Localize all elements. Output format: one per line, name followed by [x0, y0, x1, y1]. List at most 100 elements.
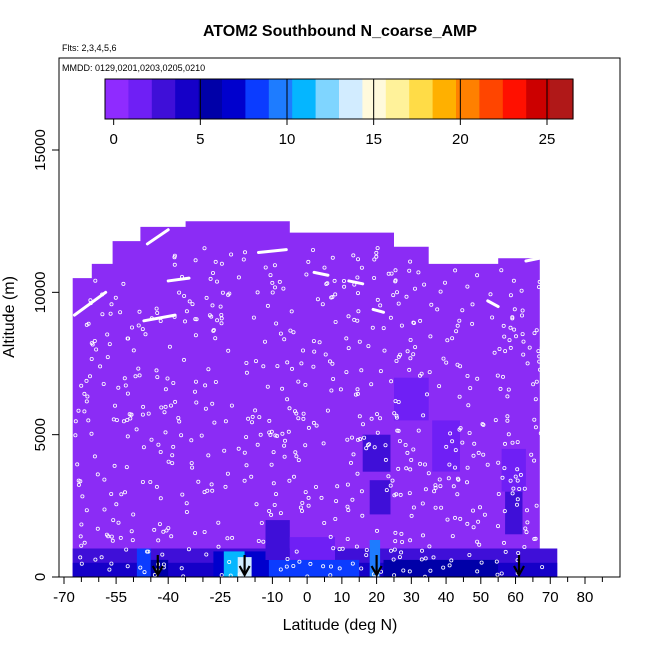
sample-point: [317, 340, 322, 345]
sample-point: [158, 318, 163, 323]
sample-point: [508, 345, 513, 350]
sample-point: [537, 354, 542, 359]
sample-point: [525, 520, 530, 525]
sample-point: [464, 480, 469, 485]
sample-point: [505, 418, 510, 423]
sample-point: [124, 547, 129, 552]
sample-point: [411, 320, 416, 325]
sample-point: [494, 559, 499, 564]
sample-point: [138, 565, 143, 570]
sample-point: [417, 373, 422, 378]
sample-point: [346, 314, 351, 319]
sample-point: [479, 560, 484, 565]
sample-point: [154, 368, 159, 373]
sample-point: [78, 479, 83, 484]
sample-point: [75, 462, 80, 467]
colorbar-cell: [479, 79, 504, 119]
sample-points-layer: [72, 228, 556, 579]
colorbar-tick-label: 20: [452, 131, 469, 148]
sample-point: [256, 539, 261, 544]
sample-point: [306, 425, 311, 430]
sample-point: [141, 404, 146, 409]
sample-point: [80, 494, 85, 499]
sample-point: [477, 542, 482, 547]
sample-point: [498, 386, 503, 391]
sample-point: [163, 430, 168, 435]
sample-point: [287, 406, 292, 411]
sample-point: [433, 483, 438, 488]
sample-point: [249, 420, 254, 425]
sample-point: [215, 318, 220, 323]
sample-point: [537, 359, 542, 364]
sample-point: [158, 449, 163, 454]
sample-point: [495, 373, 500, 378]
sample-point: [76, 482, 81, 487]
sample-point: [130, 538, 135, 543]
sample-point: [411, 505, 416, 510]
sample-point: [449, 558, 454, 563]
sample-point: [92, 454, 97, 459]
sample-point: [294, 454, 299, 459]
sample-point: [203, 406, 208, 411]
sample-point: [154, 484, 159, 489]
sample-point: [532, 537, 537, 542]
sample-point: [419, 557, 424, 562]
sample-point: [477, 505, 482, 510]
sample-point: [196, 479, 201, 484]
sample-point: [364, 553, 369, 558]
sample-point: [431, 555, 436, 560]
sample-point: [374, 254, 379, 259]
sample-point: [320, 302, 325, 307]
sample-point: [418, 461, 423, 466]
sample-point: [303, 382, 308, 387]
sample-point: [393, 530, 398, 535]
sample-point: [291, 564, 296, 569]
sample-point: [141, 445, 146, 450]
sample-point: [441, 356, 446, 361]
sample-point: [79, 522, 84, 527]
sample-point: [181, 574, 186, 579]
sample-point: [289, 309, 294, 314]
sample-point: [543, 375, 548, 380]
sample-point: [470, 508, 475, 513]
sample-point: [180, 492, 185, 497]
sample-point: [284, 564, 289, 569]
sample-point: [177, 290, 182, 295]
sample-point: [308, 561, 313, 566]
sample-point: [86, 418, 91, 423]
sample-point: [457, 394, 462, 399]
sample-point: [218, 304, 223, 309]
sample-point: [285, 397, 290, 402]
sample-point: [551, 523, 556, 528]
sample-point: [452, 515, 457, 520]
heatmap-cell: [362, 434, 391, 472]
sample-point: [242, 250, 247, 255]
sample-point: [505, 394, 510, 399]
sample-point: [131, 512, 136, 517]
sample-point: [426, 471, 431, 476]
flight-track: [524, 256, 542, 263]
flight-track: [257, 248, 288, 254]
sample-point: [84, 378, 89, 383]
sample-point: [301, 411, 306, 416]
sample-point: [370, 325, 375, 330]
sample-point: [121, 281, 126, 286]
colorbar-cell: [175, 79, 200, 119]
sample-point: [392, 411, 397, 416]
sample-point: [355, 318, 360, 323]
sample-point: [548, 450, 553, 455]
sample-point: [328, 564, 333, 569]
sample-point: [242, 478, 247, 483]
sample-point: [355, 387, 360, 392]
sample-point: [281, 286, 286, 291]
sample-point: [236, 446, 241, 451]
sample-point: [131, 348, 136, 353]
sample-point: [500, 475, 505, 480]
sample-point: [501, 323, 506, 328]
sample-point: [388, 315, 393, 320]
sample-point: [148, 479, 153, 484]
x-axis: -70 -55 -40 -25 -10 0 10 20 30 40 50 60 70 80: [53, 577, 603, 606]
sample-point: [133, 374, 138, 379]
sample-point: [432, 489, 437, 494]
sample-point: [118, 535, 123, 540]
